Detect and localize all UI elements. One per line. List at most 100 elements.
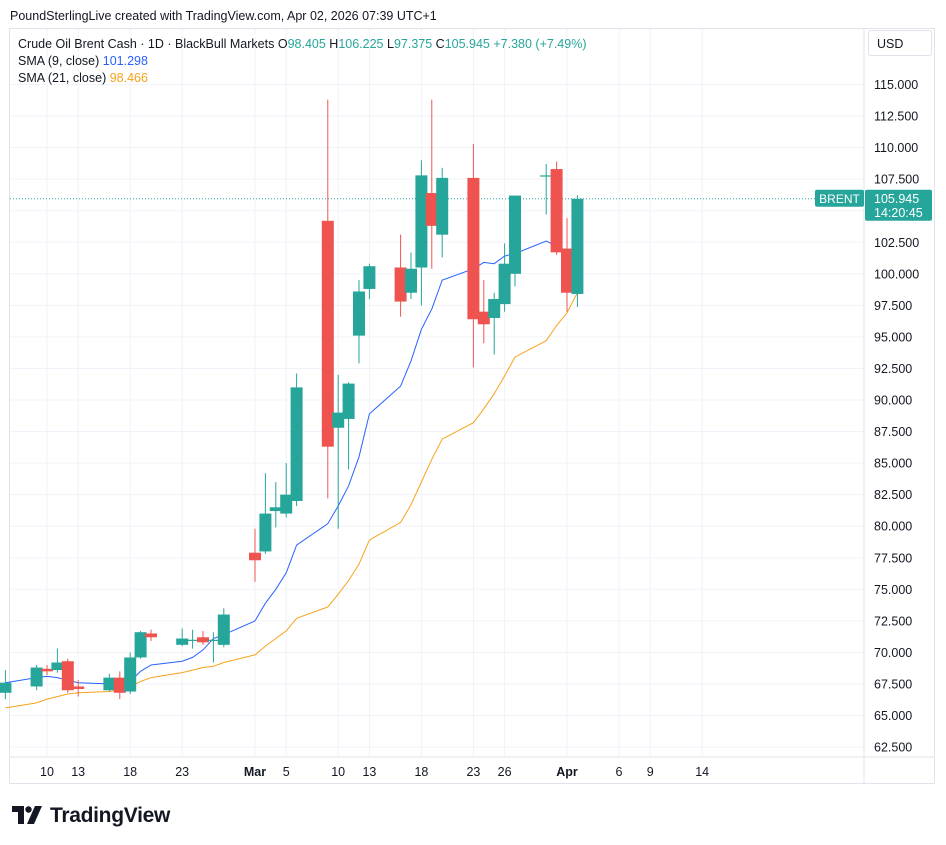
candle-body [145, 633, 157, 638]
tradingview-logo-icon [12, 806, 42, 824]
candle-body [269, 507, 282, 512]
candle-body [61, 661, 74, 691]
y-tick-label: 110.000 [874, 141, 918, 155]
price-tag [865, 189, 932, 221]
candle-body [394, 267, 407, 302]
candle-body [436, 177, 449, 235]
legend-sma21-row[interactable]: SMA (21, close) 98.466 [18, 70, 586, 87]
candle-body [72, 686, 85, 689]
y-tick-label: 70.000 [874, 646, 912, 660]
y-tick-label: 97.500 [874, 299, 912, 313]
y-tick-label: 62.500 [874, 741, 912, 755]
close-label: C [435, 37, 445, 51]
x-tick-label: 13 [362, 765, 376, 779]
candle-body [342, 383, 355, 419]
candle-body [30, 667, 43, 687]
x-tick-label: 6 [616, 765, 623, 779]
instrument-name[interactable]: Crude Oil Brent Cash · 1D · BlackBull Ma… [18, 37, 275, 51]
y-tick-label: 100.000 [874, 267, 919, 281]
candle-body [290, 387, 303, 501]
candle-body [51, 662, 64, 671]
attribution-text: PoundSterlingLive created with TradingVi… [10, 9, 437, 23]
candle-body [509, 195, 521, 274]
x-tick-label: 23 [466, 765, 480, 779]
x-tick-label: 23 [175, 765, 189, 779]
x-tick-label: 10 [40, 765, 54, 779]
candle-body [197, 637, 209, 643]
y-tick-label: 92.500 [874, 362, 912, 376]
candle-body [498, 263, 511, 305]
x-tick-label: Mar [244, 765, 266, 779]
candle-body [467, 177, 480, 320]
x-tick-label: 13 [71, 765, 85, 779]
sma9-value: 101.298 [102, 54, 148, 68]
x-tick-label: 5 [283, 765, 290, 779]
candle-body [540, 175, 553, 177]
sma21-value: 98.466 [109, 71, 148, 85]
y-tick-label: 87.500 [874, 425, 912, 439]
sma21-label: SMA (21, close) [18, 71, 107, 85]
open-label: O [277, 37, 288, 51]
candle-body [0, 682, 12, 693]
x-tick-label: 10 [331, 765, 345, 779]
symbol-tag [815, 189, 864, 207]
low-value: 97.375 [393, 37, 433, 51]
tradingview-wordmark: TradingView [50, 804, 171, 827]
x-tick-label: 14 [695, 765, 709, 779]
high-value: 106.225 [338, 37, 384, 51]
legend-ohlc-row: Crude Oil Brent Cash · 1D · BlackBull Ma… [18, 36, 586, 53]
x-tick-label: Apr [556, 765, 578, 779]
x-tick-label: 26 [498, 765, 512, 779]
candle-body [561, 248, 573, 293]
candle-body [134, 632, 147, 658]
candle-body [405, 268, 417, 293]
chart-legend: Crude Oil Brent Cash · 1D · BlackBull Ma… [18, 36, 586, 87]
y-tick-label: 95.000 [874, 330, 912, 344]
candle-body [186, 639, 199, 641]
candle-body [415, 175, 428, 268]
y-tick-label: 85.000 [874, 457, 912, 471]
y-tick-label: 67.500 [874, 677, 912, 691]
candle-body [124, 657, 137, 692]
candle-body [249, 552, 261, 561]
symbol-tag-label: BRENT [819, 192, 860, 206]
candle-body [207, 639, 220, 641]
currency-button[interactable]: USD [868, 30, 932, 56]
y-tick-label: 82.500 [874, 488, 912, 502]
legend-sma9-row[interactable]: SMA (9, close) 101.298 [18, 53, 586, 70]
y-tick-label: 72.500 [874, 614, 912, 628]
candle-body [425, 193, 438, 226]
candle-body [488, 299, 501, 318]
y-tick-label: 80.000 [874, 520, 912, 534]
chart-frame [9, 28, 935, 784]
x-tick-label: 18 [123, 765, 137, 779]
sma9-label: SMA (9, close) [18, 54, 100, 68]
candle-body [477, 311, 490, 325]
candle-body [280, 494, 293, 514]
candle-body [113, 677, 126, 693]
y-tick-label: 65.000 [874, 709, 912, 723]
open-value: 98.405 [287, 37, 326, 51]
tradingview-logo[interactable]: TradingView [12, 804, 170, 828]
y-tick-label: 107.500 [874, 173, 919, 187]
change-value: +7.380 (+7.49%) [493, 37, 587, 51]
candle-body [550, 169, 563, 253]
candle-body [41, 668, 53, 672]
candle-body [176, 638, 189, 645]
high-label: H [329, 37, 339, 51]
low-label: L [386, 37, 394, 51]
close-value: 105.945 [444, 37, 490, 51]
candle-body [363, 266, 376, 289]
y-tick-label: 112.500 [874, 110, 918, 124]
candle-body [571, 198, 584, 294]
candle-body [217, 614, 230, 645]
y-tick-label: 102.500 [874, 236, 919, 250]
candle-body [259, 513, 272, 552]
candle-body [353, 291, 365, 336]
x-tick-label: 18 [414, 765, 428, 779]
y-tick-label: 77.500 [874, 551, 912, 565]
x-tick-label: 9 [647, 765, 654, 779]
y-tick-label: 75.000 [874, 583, 912, 597]
price-tag-value: 105.945 [874, 192, 919, 206]
